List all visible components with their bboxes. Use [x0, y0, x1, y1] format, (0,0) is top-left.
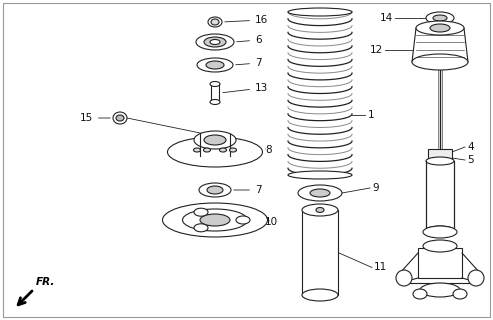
Ellipse shape: [194, 224, 208, 232]
Ellipse shape: [116, 115, 124, 121]
Ellipse shape: [197, 58, 233, 72]
Ellipse shape: [210, 82, 220, 86]
Ellipse shape: [302, 204, 338, 216]
Text: 16: 16: [225, 15, 268, 25]
Ellipse shape: [316, 207, 324, 212]
Ellipse shape: [194, 131, 236, 149]
Ellipse shape: [396, 270, 412, 286]
Ellipse shape: [236, 216, 250, 224]
Ellipse shape: [204, 37, 226, 47]
Ellipse shape: [113, 112, 127, 124]
Ellipse shape: [426, 12, 454, 24]
Ellipse shape: [194, 208, 208, 216]
Text: 5: 5: [467, 155, 474, 165]
Ellipse shape: [412, 54, 468, 70]
Ellipse shape: [288, 8, 352, 16]
Text: 1: 1: [368, 110, 375, 120]
Text: 13: 13: [223, 83, 268, 93]
Bar: [211, 84, 219, 102]
Ellipse shape: [211, 19, 219, 25]
Ellipse shape: [426, 157, 454, 165]
Ellipse shape: [453, 289, 467, 299]
Ellipse shape: [423, 240, 457, 252]
Ellipse shape: [208, 17, 222, 27]
Bar: [302, 210, 338, 295]
Ellipse shape: [182, 209, 247, 231]
Text: 9: 9: [372, 183, 379, 193]
Ellipse shape: [420, 283, 460, 297]
Ellipse shape: [298, 185, 342, 201]
Text: 8: 8: [265, 145, 272, 155]
Ellipse shape: [163, 203, 268, 237]
Text: 12: 12: [370, 45, 383, 55]
Ellipse shape: [193, 148, 201, 152]
Text: 14: 14: [380, 13, 393, 23]
Ellipse shape: [310, 189, 330, 197]
Ellipse shape: [288, 171, 352, 179]
Ellipse shape: [416, 21, 464, 35]
Text: 7: 7: [236, 58, 262, 68]
Ellipse shape: [413, 289, 427, 299]
Text: 10: 10: [265, 217, 278, 227]
Text: 15: 15: [80, 113, 110, 123]
Bar: [423, 232, 457, 246]
Ellipse shape: [423, 226, 457, 238]
Ellipse shape: [230, 148, 237, 152]
Text: 6: 6: [237, 35, 262, 45]
Bar: [428, 149, 452, 161]
Ellipse shape: [468, 270, 484, 286]
Ellipse shape: [433, 15, 447, 21]
Ellipse shape: [196, 34, 234, 50]
Ellipse shape: [199, 183, 231, 197]
Ellipse shape: [430, 24, 450, 32]
Ellipse shape: [302, 289, 338, 301]
Ellipse shape: [210, 39, 220, 44]
Ellipse shape: [207, 186, 223, 194]
Ellipse shape: [426, 226, 454, 234]
Text: 4: 4: [467, 142, 474, 152]
Ellipse shape: [168, 137, 262, 167]
Ellipse shape: [204, 148, 211, 152]
Polygon shape: [412, 28, 468, 62]
Ellipse shape: [219, 148, 226, 152]
Ellipse shape: [210, 100, 220, 105]
Ellipse shape: [200, 214, 230, 226]
Bar: [418, 248, 462, 278]
Text: 11: 11: [374, 262, 387, 273]
Text: FR.: FR.: [36, 277, 55, 287]
Ellipse shape: [206, 61, 224, 69]
Ellipse shape: [204, 135, 226, 145]
Text: 7: 7: [234, 185, 262, 195]
Bar: [426, 161, 454, 230]
